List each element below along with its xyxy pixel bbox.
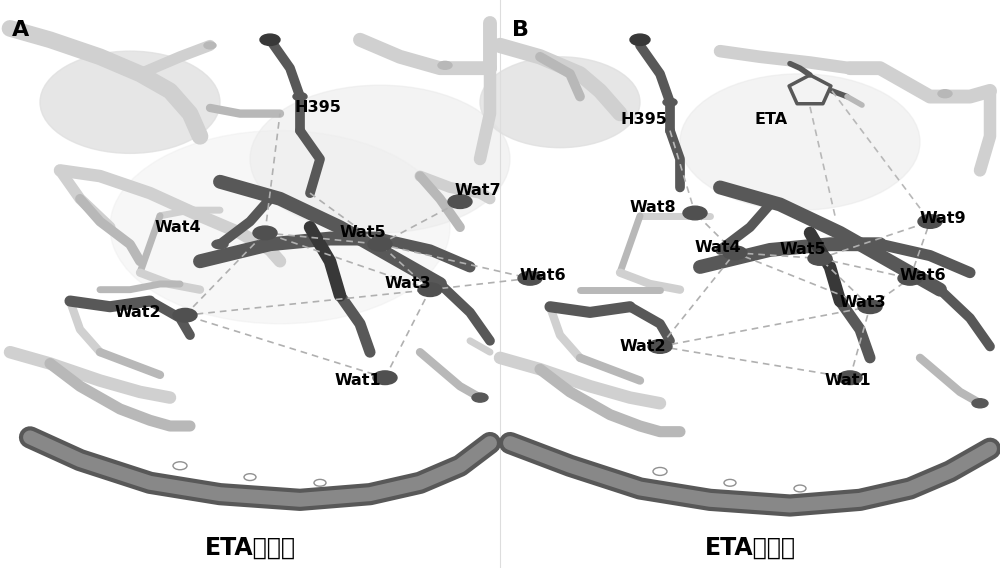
Text: Wat3: Wat3 [840, 295, 887, 310]
Circle shape [418, 283, 442, 296]
Circle shape [898, 272, 922, 285]
Circle shape [253, 226, 277, 240]
Circle shape [794, 485, 806, 492]
Text: Wat2: Wat2 [620, 339, 667, 354]
Circle shape [808, 252, 832, 265]
Text: Wat4: Wat4 [155, 220, 202, 235]
Text: A: A [12, 20, 29, 40]
Text: ETA: ETA [755, 112, 788, 127]
Circle shape [260, 34, 280, 45]
Text: B: B [512, 20, 529, 40]
Text: Wat7: Wat7 [455, 183, 502, 198]
Circle shape [110, 131, 450, 324]
Circle shape [293, 93, 307, 101]
Circle shape [648, 340, 672, 353]
Circle shape [938, 90, 952, 98]
Circle shape [724, 479, 736, 486]
Circle shape [314, 479, 326, 486]
Text: Wat1: Wat1 [825, 373, 872, 388]
Circle shape [858, 300, 882, 314]
Text: Wat8: Wat8 [630, 200, 677, 215]
Text: H395: H395 [295, 101, 342, 115]
Circle shape [438, 61, 452, 69]
Text: ETA结合前: ETA结合前 [205, 536, 296, 560]
Circle shape [244, 474, 256, 481]
Text: Wat5: Wat5 [340, 225, 387, 240]
Circle shape [653, 467, 667, 475]
Circle shape [683, 206, 707, 220]
Text: Wat2: Wat2 [115, 305, 162, 320]
Circle shape [368, 237, 392, 251]
Circle shape [838, 371, 862, 385]
Text: Wat9: Wat9 [920, 211, 967, 226]
Circle shape [173, 308, 197, 322]
Circle shape [680, 74, 920, 210]
Text: H395: H395 [620, 112, 667, 127]
Text: Wat6: Wat6 [520, 268, 567, 283]
Circle shape [518, 272, 542, 285]
Circle shape [663, 98, 677, 106]
Circle shape [212, 240, 228, 249]
Circle shape [40, 51, 220, 153]
Circle shape [204, 42, 216, 49]
Circle shape [480, 57, 640, 148]
Circle shape [250, 85, 510, 233]
Circle shape [373, 371, 397, 385]
Circle shape [723, 246, 747, 260]
Circle shape [173, 462, 187, 470]
Circle shape [918, 215, 942, 228]
Text: Wat4: Wat4 [695, 240, 742, 254]
Text: ETA结合后: ETA结合后 [704, 536, 796, 560]
Text: Wat1: Wat1 [335, 373, 382, 388]
Text: Wat5: Wat5 [780, 243, 827, 257]
Text: Wat3: Wat3 [385, 277, 432, 291]
Circle shape [448, 195, 472, 208]
Circle shape [630, 34, 650, 45]
Circle shape [972, 399, 988, 408]
Circle shape [472, 393, 488, 402]
Text: Wat6: Wat6 [900, 268, 947, 283]
